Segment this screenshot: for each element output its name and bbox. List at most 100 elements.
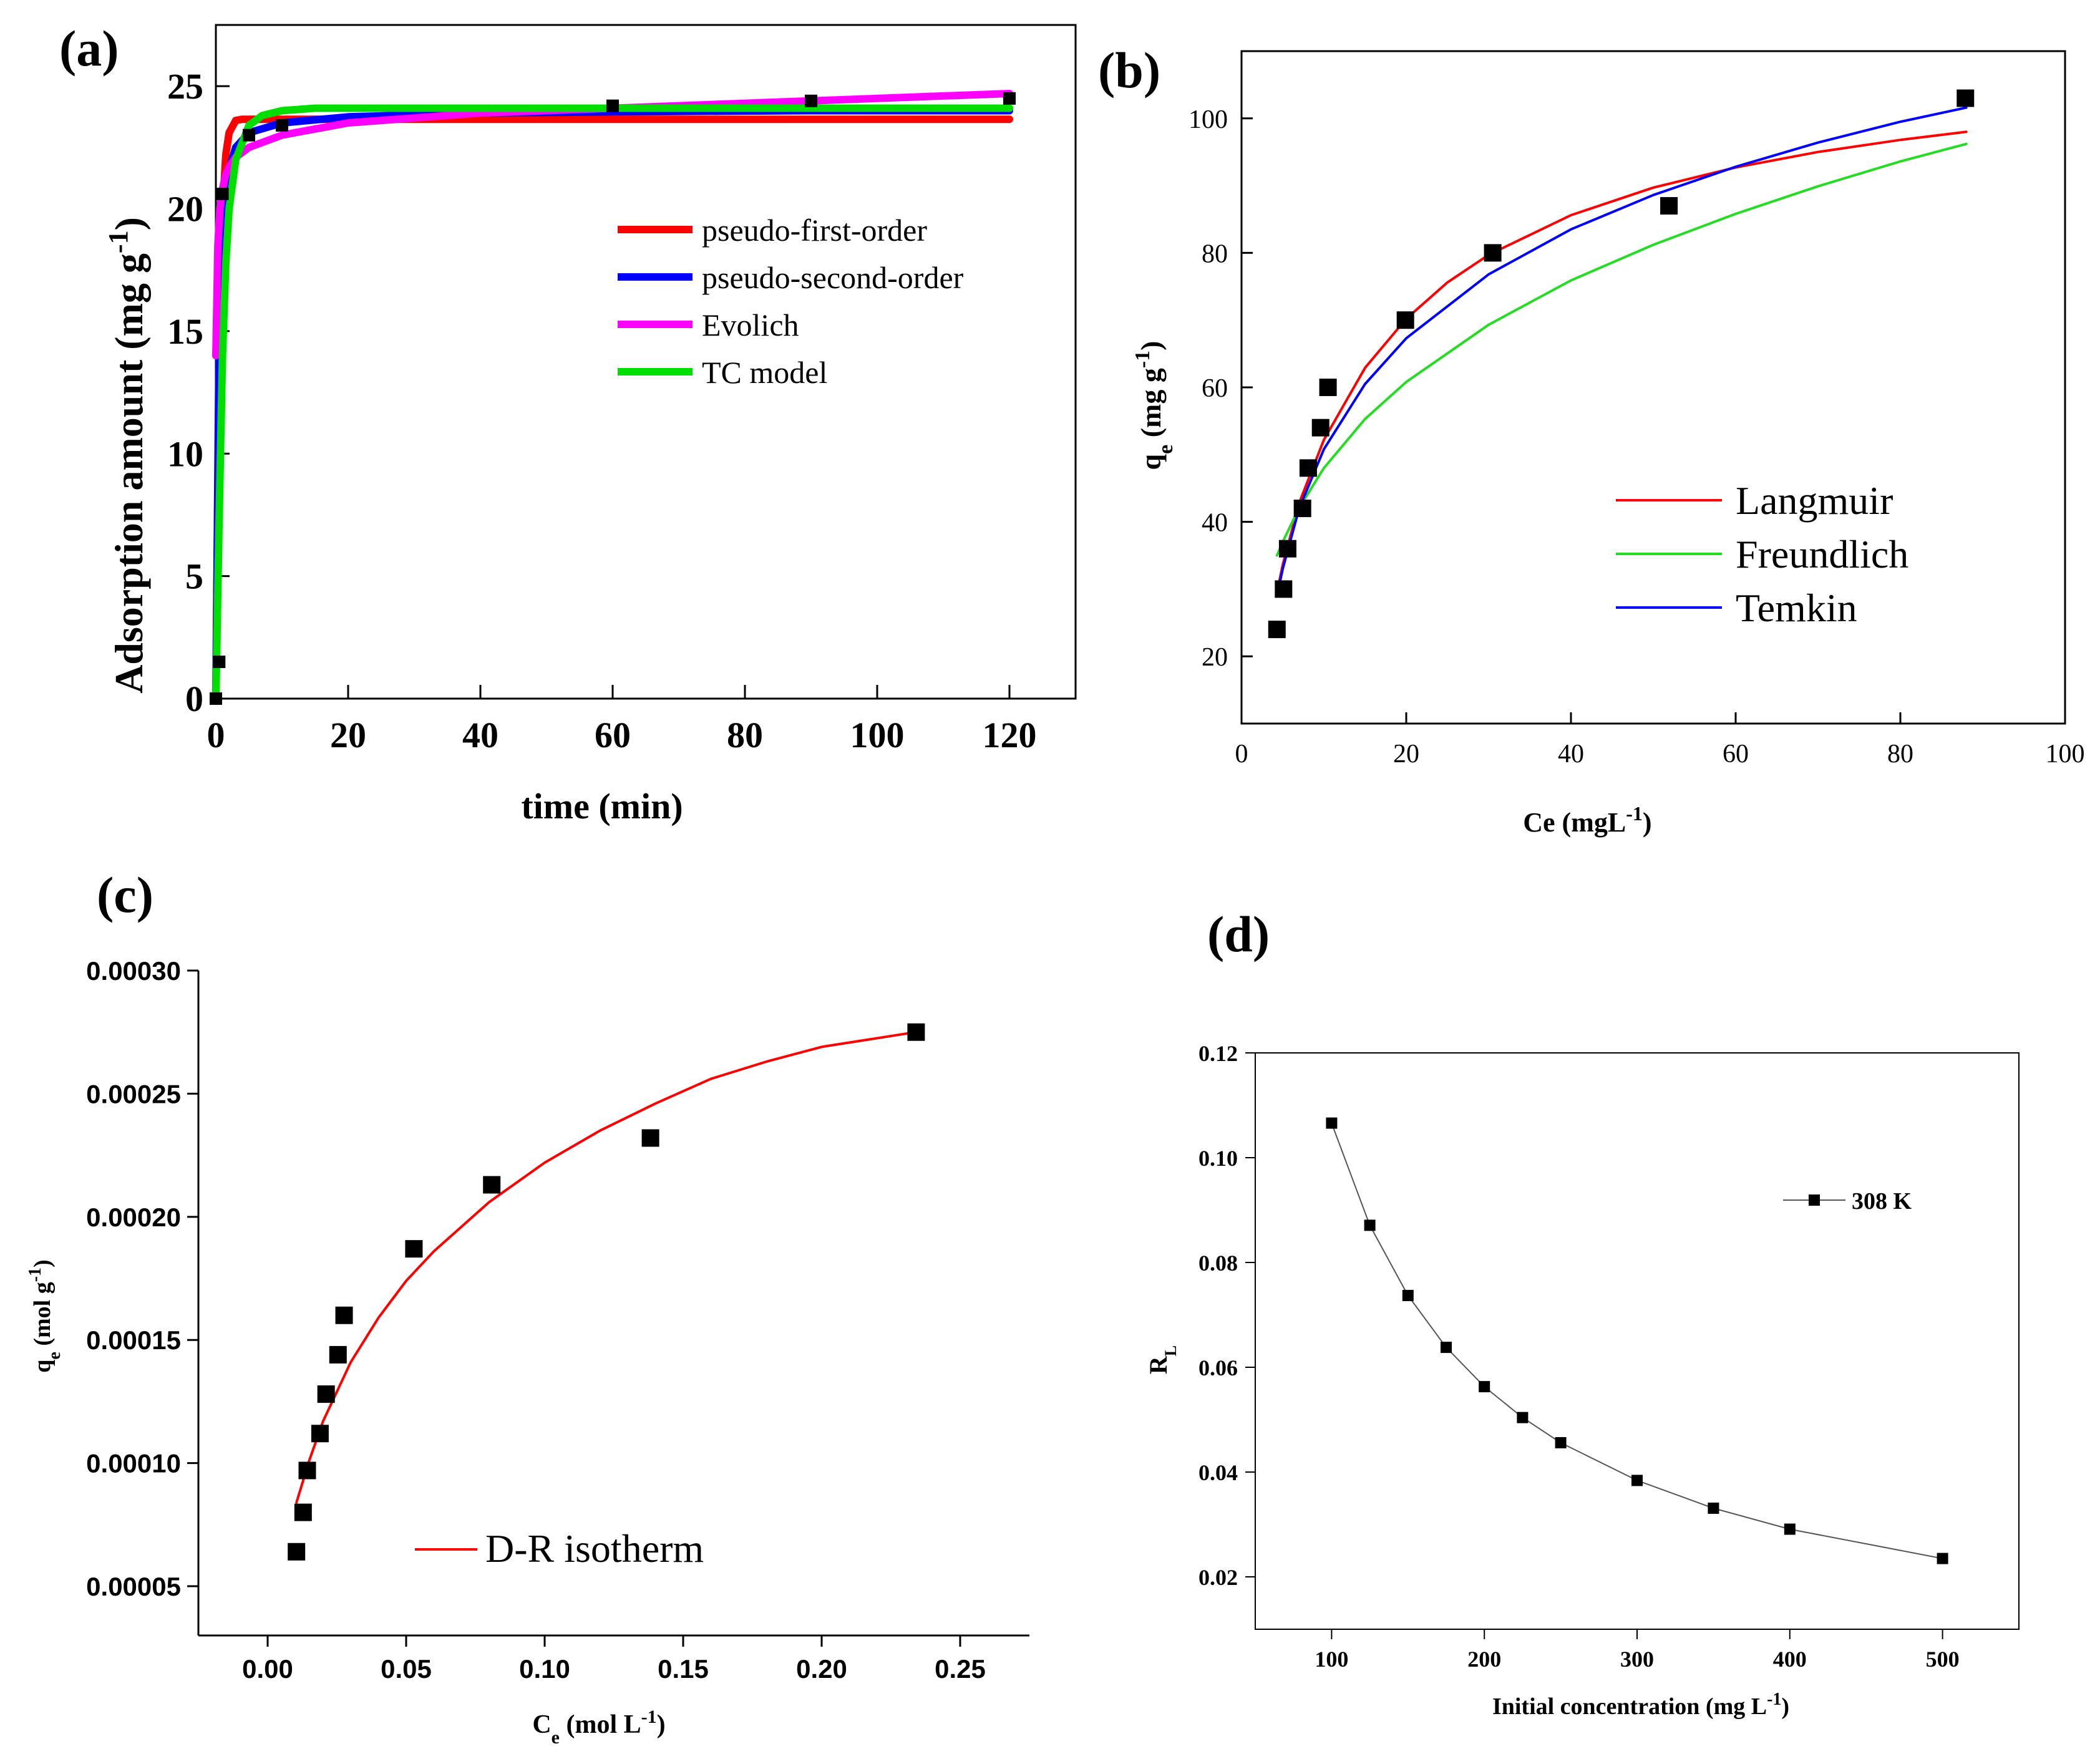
y-axis-label-close: ) <box>107 217 151 230</box>
y-tick-label: 0.00005 <box>86 1572 181 1601</box>
x-axis-label-close: ) <box>1781 1693 1789 1720</box>
data-point <box>311 1425 329 1443</box>
y-axis-label: qe (mol g-1) <box>26 1259 64 1372</box>
data-point <box>335 1306 353 1324</box>
data-point <box>1319 379 1337 396</box>
x-tick-label: 40 <box>462 715 498 755</box>
y-tick-label: 40 <box>1202 509 1228 538</box>
series-line-pseudo-second-order <box>212 107 1013 702</box>
y-tick-label: 0.00015 <box>86 1325 181 1355</box>
y-axis-label-sub: e <box>1154 445 1177 454</box>
x-axis-label: time (min) <box>521 786 683 826</box>
x-axis-label: Initial concentration (mg L-1) <box>1492 1690 1789 1720</box>
y-axis-label-rest: (mg g <box>1135 368 1167 445</box>
data-point <box>805 94 817 107</box>
y-tick-label: 20 <box>167 189 203 230</box>
y-tick-label: 0.00025 <box>86 1079 181 1108</box>
legend-label: Langmuir <box>1736 478 1893 523</box>
y-axis-label-text: q <box>29 1360 56 1373</box>
y-tick-label: 80 <box>1202 240 1228 268</box>
x-axis-label: Ce (mgL-1) <box>1523 802 1651 838</box>
data-point <box>907 1023 925 1041</box>
data-point <box>1631 1475 1643 1486</box>
x-tick-label: 500 <box>1926 1647 1960 1672</box>
data-point <box>1555 1437 1567 1448</box>
x-axis-label-sup: -1 <box>641 1707 657 1727</box>
data-point <box>1441 1342 1452 1354</box>
y-axis-label-text: R <box>1144 1355 1172 1374</box>
x-axis-label-close: ) <box>1643 807 1652 838</box>
panel-label: (c) <box>97 866 153 923</box>
x-tick-label: 40 <box>1558 740 1584 768</box>
legend-label: pseudo-first-order <box>702 213 927 248</box>
plot-frame <box>1255 1052 2020 1630</box>
panel-label: (d) <box>1207 906 1270 962</box>
x-tick-label: 80 <box>727 715 763 755</box>
x-tick-label: 100 <box>850 715 905 755</box>
panel-c: (c) 0.00 0.05 0.10 0.15 0.20 0.25 0.00005 0.0001… <box>26 866 1029 1748</box>
data-point <box>329 1345 347 1364</box>
y-axis-label-sup: -1 <box>1131 351 1154 368</box>
data-point <box>1517 1412 1529 1423</box>
x-axis-label: Ce (mol L-1) <box>532 1707 665 1748</box>
legend-label: D-R isotherm <box>485 1526 704 1571</box>
data-point <box>1402 1289 1414 1301</box>
data-point <box>288 1543 306 1561</box>
y-tick-label: 0.00030 <box>86 956 181 986</box>
x-tick-label: 0 <box>207 715 225 755</box>
legend-label: TC model <box>702 355 827 390</box>
y-axis-label: RL <box>1144 1345 1180 1374</box>
series-line-pseudo-first-order <box>212 115 1013 702</box>
y-axis-label-sub: L <box>1162 1345 1180 1356</box>
y-tick-label: 0.04 <box>1198 1460 1238 1485</box>
data-point <box>1484 244 1502 262</box>
x-tick-label: 0.10 <box>519 1654 570 1684</box>
x-axis-label-sub: e <box>552 1727 560 1748</box>
y-tick-label: 15 <box>167 311 203 352</box>
x-tick-label: 60 <box>1723 740 1749 768</box>
y-tick-label: 0.10 <box>1198 1146 1238 1171</box>
y-axis-label-sup: -1 <box>103 230 134 253</box>
legend-label: 308 K <box>1852 1188 1912 1214</box>
y-tick-label: 25 <box>167 66 203 107</box>
series-line-308k <box>1331 1122 1943 1559</box>
data-point <box>1364 1219 1376 1231</box>
y-tick-label: 10 <box>167 434 203 474</box>
y-tick-label: 5 <box>185 556 203 597</box>
data-point <box>1275 580 1293 598</box>
y-axis-label-close: ) <box>1135 341 1167 351</box>
data-point <box>243 128 255 142</box>
data-point <box>1268 621 1286 639</box>
y-tick-label: 0.02 <box>1198 1565 1238 1590</box>
x-tick-label: 200 <box>1467 1647 1501 1672</box>
legend-label: Evolich <box>702 308 799 342</box>
series-line-tc-model <box>212 104 1013 702</box>
data-point <box>1299 459 1317 477</box>
data-point <box>1293 500 1311 518</box>
x-tick-label: 0.05 <box>381 1654 432 1684</box>
panel-d: (d) 100 200 300 400 500 0.02 0.04 0.06 0.08 0.10 0.… <box>1144 906 2020 1720</box>
x-axis-label-sup: -1 <box>1767 1690 1781 1709</box>
data-point <box>317 1385 335 1403</box>
y-tick-label: 0 <box>185 679 203 719</box>
x-tick-label: 80 <box>1887 740 1913 768</box>
data-point <box>1957 89 1975 107</box>
legend-marker <box>1809 1194 1820 1206</box>
x-tick-label: 120 <box>983 715 1037 755</box>
y-tick-label: 0.00010 <box>86 1449 181 1478</box>
y-axis-label: Adsorption amount (mg g-1) <box>103 217 152 694</box>
x-tick-label: 60 <box>595 715 631 755</box>
x-tick-label: 0.25 <box>935 1654 986 1684</box>
data-point <box>641 1129 659 1147</box>
x-tick-label: 100 <box>2046 740 2085 768</box>
data-point <box>216 187 229 200</box>
legend-label: Temkin <box>1736 586 1857 630</box>
series-line-langmuir <box>1275 130 1968 594</box>
panel-label: (a) <box>59 20 119 77</box>
y-axis-label-sub: e <box>45 1352 64 1359</box>
data-point <box>483 1176 501 1194</box>
y-tick-label: 0.06 <box>1198 1355 1238 1380</box>
y-tick-label: 60 <box>1202 374 1228 403</box>
